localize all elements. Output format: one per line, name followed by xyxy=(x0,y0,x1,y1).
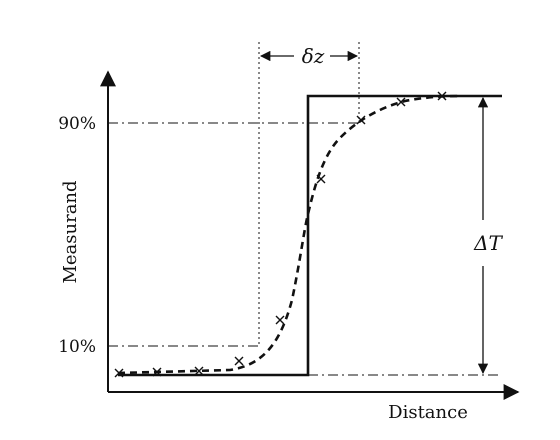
step-function xyxy=(118,94,502,377)
cross-marker xyxy=(356,115,366,125)
cross-marker xyxy=(396,97,406,107)
label-90-percent: 90% xyxy=(58,114,96,134)
x-axis-title: Distance xyxy=(388,402,468,423)
sample-markers xyxy=(114,91,447,378)
label-10-percent: 10% xyxy=(58,337,96,357)
response-curve xyxy=(117,94,463,375)
y-axis-title: Measurand xyxy=(60,180,81,283)
cross-marker xyxy=(114,368,124,378)
cross-marker xyxy=(437,91,447,101)
cross-marker xyxy=(152,367,162,377)
delta-T-label: ΔT xyxy=(473,231,503,255)
cross-marker xyxy=(275,315,285,325)
cross-marker xyxy=(316,174,326,184)
delta-z-label: δz xyxy=(302,44,325,68)
cross-marker xyxy=(194,366,204,376)
cross-marker xyxy=(234,356,244,366)
